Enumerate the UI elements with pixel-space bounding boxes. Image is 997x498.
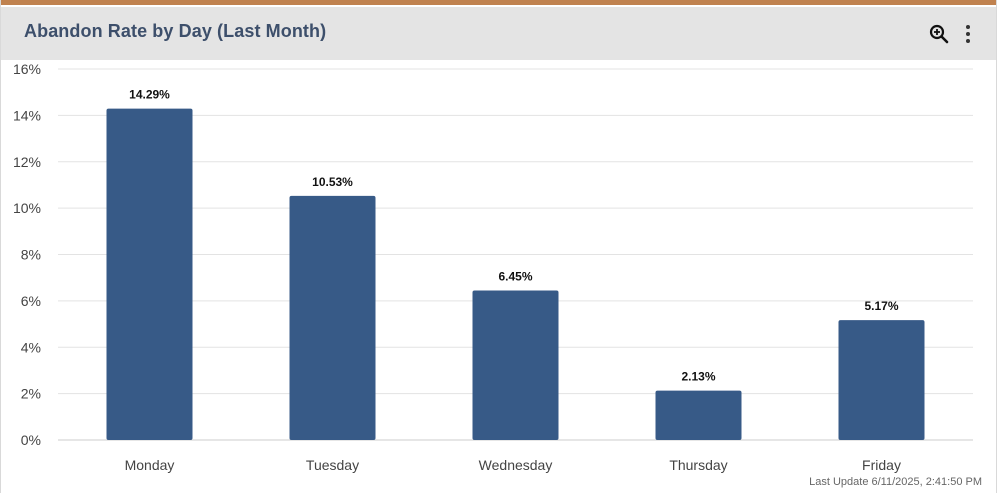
y-tick-label: 6% [21,293,41,309]
last-update-text: Last Update 6/11/2025, 2:41:50 PM [809,476,982,488]
more-vertical-icon[interactable] [956,22,980,46]
bar-chart: 0% 2% 4% 6% 8% 10% 12% 14% 16% 14.29% Monday 10.53%… [1,60,997,493]
x-tick-label: Monday [125,457,175,473]
y-tick-label: 14% [13,107,41,123]
bar [655,390,742,440]
data-label: 6.45% [498,269,532,283]
y-tick-label: 2% [21,386,41,402]
bar [472,290,559,440]
x-tick-label: Thursday [669,457,727,473]
bar [289,195,376,440]
zoom-in-icon[interactable] [927,22,951,46]
data-label: 2.13% [681,370,715,384]
x-tick-label: Wednesday [479,457,553,473]
bar [106,108,193,440]
widget-accent-bar [1,0,996,5]
y-tick-label: 4% [21,339,41,355]
y-tick-label: 16% [13,61,41,77]
y-tick-label: 8% [21,247,41,263]
y-tick-label: 0% [21,432,41,448]
widget-title: Abandon Rate by Day (Last Month) [24,21,327,41]
bar [838,320,925,440]
data-label: 5.17% [864,299,898,313]
widget-header: Abandon Rate by Day (Last Month) [1,7,996,60]
chart-svg: 0% 2% 4% 6% 8% 10% 12% 14% 16% 14.29% Monday 10.53%… [13,61,973,473]
data-label: 10.53% [312,175,353,189]
x-tick-label: Friday [862,457,901,473]
x-tick-label: Tuesday [306,457,359,473]
data-label: 14.29% [129,88,170,102]
y-tick-label: 10% [13,200,41,216]
y-tick-label: 12% [13,154,41,170]
